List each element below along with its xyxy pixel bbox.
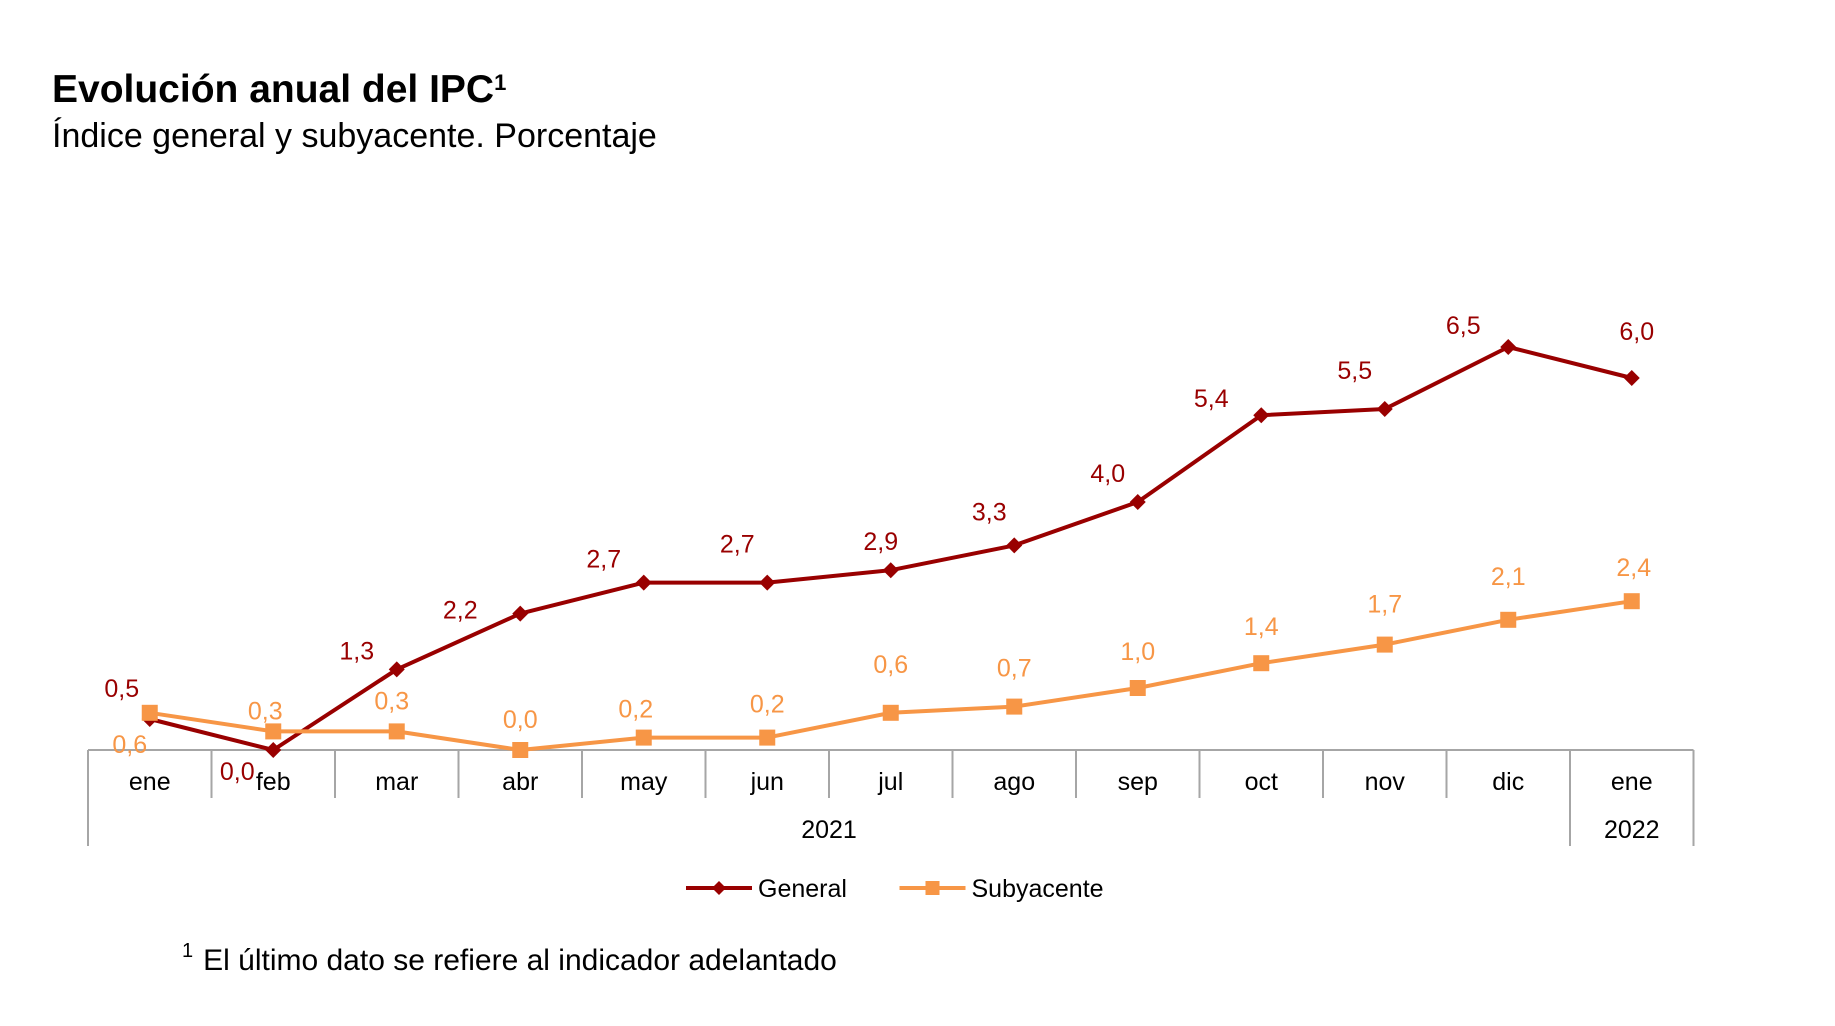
subyacente-point-10 [1376, 636, 1393, 653]
x-tick-label-oct: oct [1245, 768, 1278, 796]
legend-general-label: General [758, 875, 847, 903]
general-data-label-8: 4,0 [1090, 460, 1125, 488]
x-tick-label-may: may [620, 768, 668, 796]
general-data-label-10: 5,5 [1337, 357, 1372, 385]
x-tick-label-feb: feb [256, 768, 291, 796]
subyacente-point-1 [265, 723, 282, 740]
subyacente-data-label-9: 1,4 [1244, 613, 1279, 641]
year-label-2021: 2021 [801, 816, 857, 844]
subyacente-data-label-12: 2,4 [1616, 554, 1651, 582]
x-tick-label-jun: jun [750, 768, 784, 796]
year-label-2022: 2022 [1604, 816, 1660, 844]
subyacente-data-label-7: 0,7 [997, 655, 1032, 683]
title-footnote-marker: 1 [494, 70, 507, 95]
footnote: 1 El último dato se refiere al indicador … [182, 940, 837, 978]
general-point-8 [1129, 494, 1146, 510]
subyacente-point-3 [512, 742, 529, 758]
legend-subyacente-marker [925, 881, 940, 895]
subyacente-data-label-6: 0,6 [873, 651, 908, 679]
subyacente-point-2 [388, 723, 405, 740]
subyacente-data-label-5: 0,2 [750, 691, 785, 719]
subyacente-data-label-4: 0,2 [618, 696, 653, 724]
chart-subtitle: Índice general y subyacente. Porcentaje [52, 117, 657, 155]
x-tick-label-dic: dic [1492, 768, 1524, 796]
general-point-5 [759, 574, 776, 591]
subyacente-point-7 [1006, 698, 1023, 715]
general-data-label-9: 5,4 [1194, 385, 1229, 413]
general-point-12 [1623, 370, 1640, 386]
general-data-label-0: 0,5 [104, 675, 139, 703]
general-data-label-3: 2,2 [443, 597, 478, 625]
general-data-label-12: 6,0 [1619, 318, 1654, 346]
general-point-2 [388, 661, 405, 678]
general-point-11 [1500, 339, 1517, 355]
general-point-3 [512, 605, 529, 622]
legend-general-marker [712, 881, 726, 895]
subyacente-data-label-11: 2,1 [1491, 563, 1526, 591]
subyacente-data-label-10: 1,7 [1367, 591, 1402, 619]
general-data-label-2: 1,3 [339, 637, 374, 665]
subyacente-point-9 [1253, 655, 1270, 672]
legend-subyacente-label: Subyacente [972, 875, 1104, 903]
subyacente-point-5 [759, 729, 776, 746]
subyacente-point-0 [141, 704, 158, 721]
subyacente-data-label-1: 0,3 [248, 697, 283, 725]
general-point-10 [1376, 401, 1393, 417]
general-data-label-1: 0,0 [220, 758, 255, 786]
x-tick-label-abr: abr [502, 768, 538, 796]
footnote-marker: 1 [182, 940, 194, 962]
subyacente-data-label-2: 0,3 [374, 687, 409, 715]
subyacente-data-label-3: 0,0 [503, 706, 538, 734]
subyacente-point-6 [882, 704, 899, 721]
general-point-7 [1006, 537, 1023, 554]
general-point-1 [265, 742, 282, 758]
subyacente-point-12 [1623, 593, 1640, 610]
x-tick-label-ago: ago [993, 768, 1035, 796]
general-point-4 [635, 574, 652, 591]
general-data-label-5: 2,7 [720, 531, 755, 559]
general-point-9 [1253, 407, 1270, 424]
subyacente-point-8 [1129, 680, 1146, 696]
x-tick-label-sep: sep [1118, 768, 1158, 796]
chart-title: Evolución anual del IPC1 [52, 68, 507, 111]
general-data-label-6: 2,9 [863, 528, 898, 556]
x-tick-label-nov: nov [1365, 768, 1406, 796]
general-data-label-4: 2,7 [586, 546, 621, 574]
subyacente-point-11 [1500, 611, 1517, 628]
x-tick-label-ene: ene [129, 768, 171, 796]
x-tick-label-ene: ene [1611, 768, 1653, 796]
footnote-text: El último dato se refiere al indicador a… [203, 944, 837, 977]
general-data-label-7: 3,3 [972, 498, 1007, 526]
x-tick-label-jul: jul [877, 768, 903, 796]
subyacente-data-label-0: 0,6 [112, 731, 147, 759]
x-tick-label-mar: mar [375, 768, 418, 796]
general-point-6 [882, 562, 899, 579]
subyacente-data-label-8: 1,0 [1120, 638, 1155, 666]
subyacente-point-4 [635, 729, 652, 746]
general-data-label-11: 6,5 [1446, 312, 1481, 340]
